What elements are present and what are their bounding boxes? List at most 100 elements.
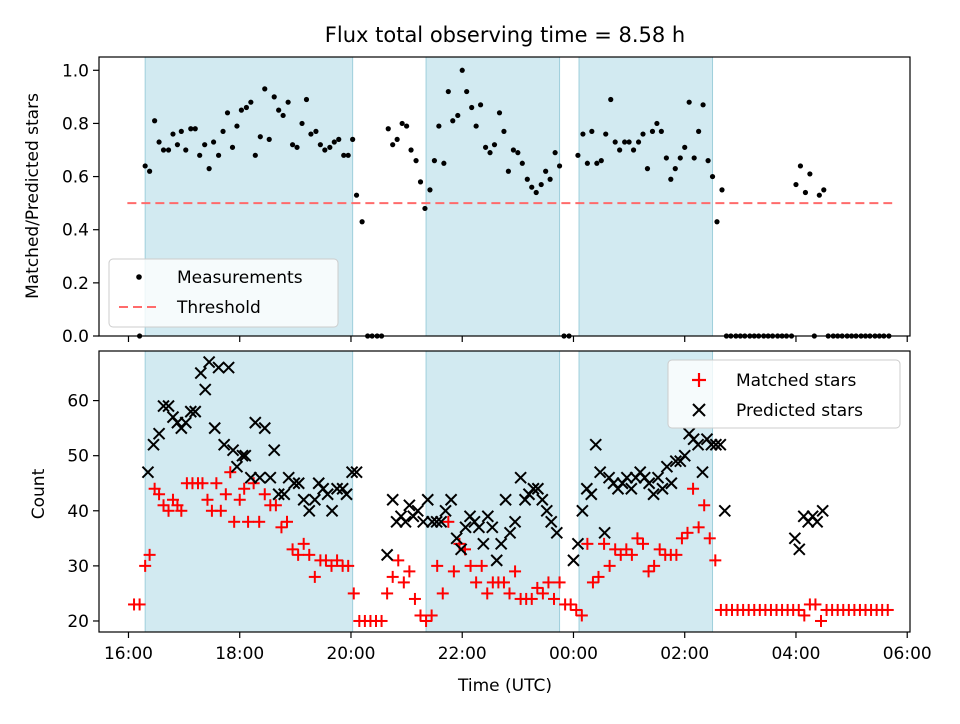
measurements-legend-marker <box>136 274 142 280</box>
predicted-star-point <box>222 361 235 374</box>
predicted-star-point <box>810 515 824 529</box>
observing-interval-shade <box>578 56 714 337</box>
bottom-x-tick-label: 02:00 <box>660 644 709 664</box>
measurement-point <box>417 179 424 185</box>
matched-star-point <box>414 609 427 622</box>
matched-star-point <box>603 559 616 572</box>
measurement-point <box>210 139 217 145</box>
predicted-star-point <box>514 471 527 484</box>
top-y-axis-label: Matched/Predicted stars <box>23 93 43 299</box>
predicted-star-point <box>788 532 802 545</box>
matched-star-point <box>553 576 566 589</box>
matched-star-point <box>196 477 209 490</box>
measurement-point <box>262 86 268 92</box>
measurement-point <box>496 110 503 116</box>
predicted-star-point <box>477 537 490 551</box>
measurement-point <box>598 158 604 164</box>
measurement-point <box>206 166 212 172</box>
predicted-star-point <box>589 438 602 451</box>
measurement-point <box>202 142 208 148</box>
measurement-point <box>322 147 328 153</box>
matched-star-point <box>815 614 828 627</box>
measurement-point <box>510 147 516 153</box>
matched-star-point <box>425 609 438 622</box>
matched-star-point <box>531 581 544 594</box>
measurement-point <box>341 152 347 158</box>
measurement-point <box>519 160 525 166</box>
matched-star-point <box>269 499 282 512</box>
measurement-point <box>622 139 628 145</box>
measurement-point <box>543 168 549 174</box>
predicted-star-point <box>540 504 553 517</box>
matched-star-point <box>586 576 599 589</box>
matched-star-point <box>303 548 316 561</box>
predicted-star-point <box>678 449 691 462</box>
predicted-star-point <box>272 488 285 501</box>
measurement-point <box>677 155 683 161</box>
predicted-star-point <box>239 449 252 462</box>
measurement-point <box>385 126 391 132</box>
matched-star-point <box>375 614 388 627</box>
measurement-point <box>700 102 706 108</box>
predicted-star-point <box>709 438 723 451</box>
predicted-star-point <box>550 526 563 540</box>
bottom-y-tick-label: 50 <box>67 447 89 467</box>
matched-star-point <box>342 559 355 572</box>
predicted-star-point <box>691 438 705 451</box>
matched-star-point <box>175 504 188 517</box>
matched-star-point <box>525 592 538 605</box>
measurement-point <box>238 107 244 113</box>
predicted-star-point <box>308 493 322 506</box>
bottom-legend: Matched stars Predicted stars <box>667 359 901 429</box>
measurement-point <box>266 136 272 142</box>
predicted-star-point <box>490 554 503 567</box>
matched-star-point <box>386 570 399 583</box>
matched-star-point <box>881 603 894 616</box>
matched-star-point <box>297 537 310 550</box>
measurement-point <box>152 118 158 124</box>
predicted-star-point <box>258 421 271 435</box>
measurement-point <box>556 163 563 169</box>
matched-star-point <box>238 482 251 495</box>
measurement-point <box>174 142 181 148</box>
matched-star-point <box>331 554 344 567</box>
measurement-point <box>450 118 456 124</box>
predicted-star-point <box>714 438 727 451</box>
predicted-star-point <box>399 515 412 529</box>
predicted-star-point <box>278 488 291 501</box>
matched-star-point <box>648 559 661 572</box>
predicted-star-point <box>330 482 344 495</box>
measurement-point <box>612 139 618 145</box>
matched-star-point <box>392 554 405 567</box>
measurement-point <box>427 187 433 193</box>
predicted-star-point <box>439 504 452 517</box>
matched-star-point <box>598 537 611 550</box>
matched-star-point <box>625 548 638 561</box>
matched-star-point <box>275 521 288 534</box>
bottom-y-tick-label: 20 <box>67 612 89 632</box>
measurement-point <box>220 128 226 134</box>
matched-star-point <box>442 515 455 528</box>
predicted-star-point <box>249 416 262 429</box>
matched-star-point <box>431 559 444 572</box>
matched-star-point <box>325 559 338 572</box>
measurement-point <box>224 110 231 116</box>
predicted-star-point <box>194 366 207 380</box>
predicted-star-point <box>472 521 486 534</box>
measurement-point <box>313 128 319 134</box>
measurement-point <box>580 131 586 137</box>
matched-legend-marker <box>692 373 706 387</box>
top-y-tick-label: 1.0 <box>62 61 89 81</box>
matched-star-point <box>703 532 716 545</box>
measurement-point <box>501 128 507 134</box>
predicted-star-point <box>571 537 585 551</box>
matched-legend-label: Matched stars <box>736 371 856 391</box>
measurement-point <box>538 181 544 188</box>
predicted-star-point <box>321 488 334 501</box>
measurement-point <box>640 131 646 137</box>
bottom-y-tick-label: 30 <box>67 557 89 577</box>
measurement-point <box>691 155 697 161</box>
measurement-point <box>165 147 172 153</box>
measurement-point <box>608 96 614 103</box>
bottom-shaded-intervals <box>144 350 714 633</box>
